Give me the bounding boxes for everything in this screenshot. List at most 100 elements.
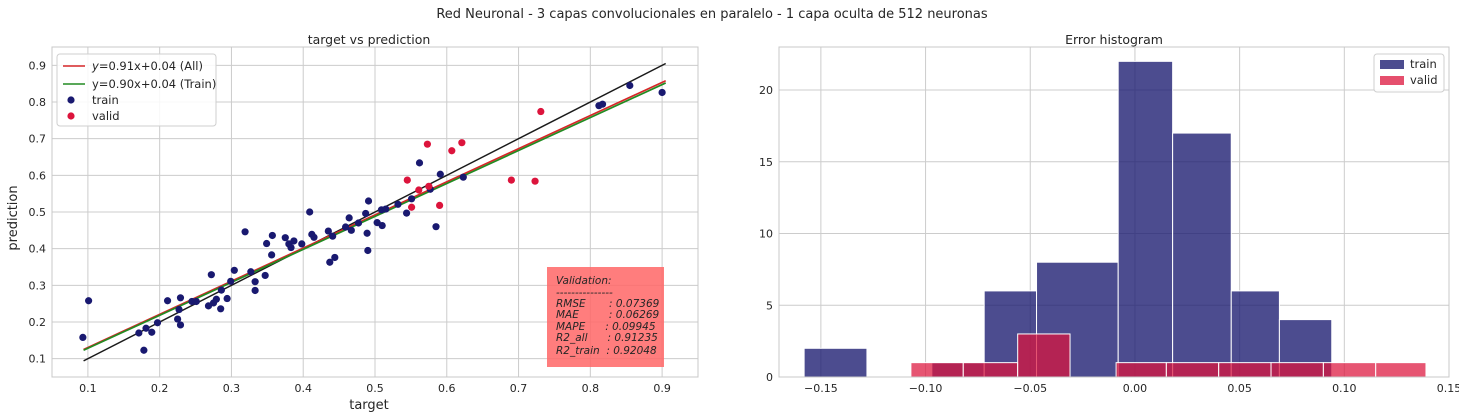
scatter-point-train	[626, 81, 634, 90]
scatter-point-train	[364, 246, 372, 255]
scatter-point-train	[658, 88, 666, 97]
histogram-xtick-label: 0.15	[1437, 382, 1459, 395]
scatter-point-train	[241, 228, 249, 236]
scatter-point-train	[174, 315, 182, 323]
scatter-point-train	[176, 321, 185, 329]
scatter-point-train	[436, 170, 444, 178]
histogram-ytick-label: 15	[759, 156, 773, 169]
histogram-xtick-label: 0.00	[1123, 382, 1148, 395]
scatter-point-train	[175, 305, 183, 314]
scatter-ytick-label: 0.2	[29, 316, 47, 329]
scatter-ytick-label: 0.4	[29, 243, 47, 256]
scatter-title: target vs prediction	[308, 32, 431, 47]
scatter-point-valid	[408, 203, 416, 211]
scatter-point-train	[326, 258, 334, 266]
scatter-ytick-label: 0.8	[29, 96, 47, 109]
scatter-point-valid	[448, 147, 456, 155]
scatter-point-train	[287, 243, 295, 252]
histogram-title: Error histogram	[1065, 32, 1163, 47]
scatter-ytick-label: 0.7	[29, 133, 47, 146]
histogram-ytick-label: 0	[766, 371, 773, 384]
scatter-frame	[51, 46, 699, 378]
scatter-point-train	[363, 229, 371, 237]
scatter-xtick-label: 0.9	[653, 382, 671, 395]
scatter-point-train	[212, 295, 220, 303]
histogram-bar-valid	[1270, 362, 1324, 378]
scatter-point-train	[364, 197, 373, 205]
scatter-point-train	[163, 297, 172, 305]
scatter-point-valid	[403, 176, 411, 184]
histogram-ytick-label: 20	[759, 84, 773, 97]
histogram-bar-valid	[1115, 362, 1167, 378]
scatter-point-train	[251, 278, 259, 286]
histogram-bar-valid	[910, 362, 964, 378]
scatter-legend: y=0.91x+0.04 (All) y=0.90x+0.04 (Train) …	[56, 53, 217, 127]
scatter-xlabel: target	[349, 398, 389, 413]
scatter-point-train	[432, 223, 440, 231]
scatter-point-valid	[415, 186, 423, 194]
scatter-point-train	[382, 205, 390, 213]
histogram-ticks: −0.15 −0.10 −0.05 0.00 0.05 0.10 0.15 0 5 10 15 20	[759, 84, 1459, 395]
fit-line-all	[83, 79, 667, 351]
histogram-bars	[803, 60, 1427, 378]
histogram-bar-train	[803, 347, 868, 378]
scatter-ytick-label: 0.3	[29, 279, 47, 292]
scatter-xtick-label: 0.7	[510, 382, 528, 395]
histogram-ytick-label: 5	[766, 299, 773, 312]
scatter-point-train	[140, 346, 148, 354]
scatter-point-valid	[537, 107, 545, 116]
scatter-point-train	[394, 200, 402, 208]
metrics-line-2: ---------------	[556, 287, 613, 299]
scatter-point-train	[261, 271, 269, 280]
metrics-line-4: MAE : 0.06269	[556, 309, 660, 321]
histogram-frame	[778, 46, 1450, 378]
scatter-point-train	[207, 271, 215, 279]
scatter-point-train	[268, 251, 276, 259]
scatter-point-train	[290, 237, 298, 245]
scatter-point-train	[217, 305, 225, 313]
histogram-xtick-label: 0.10	[1332, 382, 1357, 395]
scatter-point-train	[598, 100, 607, 108]
legend-marker-train	[67, 96, 75, 104]
scatter-point-train	[176, 294, 185, 302]
metrics-box: Validation: --------------- RMSE : 0.073…	[547, 267, 664, 367]
legend-swatch-valid	[1380, 76, 1404, 85]
histogram-xtick-label: −0.15	[804, 382, 838, 395]
scatter-point-train	[135, 329, 143, 337]
scatter-point-train	[85, 297, 93, 305]
metrics-line-7: R2_train : 0.92048	[556, 345, 657, 357]
scatter-point-train	[148, 328, 156, 336]
histogram-xtick-label: 0.05	[1227, 382, 1252, 395]
scatter-point-train	[251, 286, 259, 295]
metrics-line-3: RMSE : 0.07369	[556, 298, 660, 310]
scatter-point-train	[402, 209, 411, 217]
scatter-point-train	[347, 226, 355, 234]
scatter-legend-frame	[56, 53, 217, 127]
metrics-box-bg	[547, 267, 664, 367]
scatter-point-train	[362, 209, 370, 218]
scatter-point-train	[268, 231, 276, 240]
scatter-point-train	[263, 239, 271, 248]
legend-label-train-fit: y=0.90x+0.04 (Train)	[92, 77, 216, 91]
scatter-xtick-label: 0.8	[582, 382, 600, 395]
metrics-line-5: MAPE : 0.09945	[556, 321, 656, 333]
scatter-point-train	[324, 227, 332, 235]
scatter-ylabel: prediction	[6, 185, 21, 250]
scatter-xtick-label: 0.5	[366, 382, 384, 395]
scatter-point-train	[153, 319, 162, 327]
scatter-ytick-label: 0.9	[29, 59, 47, 72]
scatter-point-train	[298, 240, 306, 248]
scatter-point-train	[408, 195, 416, 203]
scatter-point-train	[354, 219, 363, 227]
histogram-legend-label-train: train	[1410, 57, 1437, 71]
scatter-point-valid	[436, 201, 444, 209]
scatter-point-valid	[531, 177, 539, 185]
scatter-xtick-label: 0.6	[438, 382, 456, 395]
scatter-ytick-label: 0.5	[29, 206, 47, 219]
scatter-point-train	[331, 253, 339, 262]
scatter-point-train	[345, 214, 353, 222]
histogram-bar-valid	[962, 362, 1019, 378]
scatter-point-train	[217, 286, 225, 294]
scatter-xtick-label: 0.1	[79, 382, 97, 395]
